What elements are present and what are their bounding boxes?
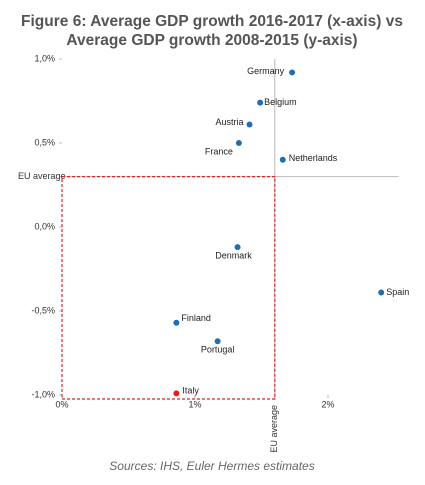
point-label: Belgium bbox=[264, 97, 297, 107]
data-point bbox=[257, 99, 264, 106]
data-point bbox=[214, 338, 221, 345]
data-point bbox=[378, 289, 385, 296]
y-tick-label: -0,5% bbox=[31, 305, 55, 315]
source-note: Sources: IHS, Euler Hermes estimates bbox=[109, 459, 314, 473]
point-label: Denmark bbox=[215, 251, 252, 261]
y-tick-label: 0,0% bbox=[34, 221, 55, 231]
data-point bbox=[234, 244, 241, 251]
data-point bbox=[173, 390, 180, 397]
y-tick-label: 0,5% bbox=[34, 137, 55, 147]
x-tick-label: 0% bbox=[55, 399, 68, 409]
eu-average-y-label: EU average bbox=[18, 171, 66, 181]
eu-average-x-label: EU average bbox=[269, 405, 279, 453]
point-label: Portugal bbox=[201, 345, 235, 355]
below-average-box bbox=[61, 176, 276, 400]
y-tick-label: 1,0% bbox=[34, 53, 55, 63]
x-tick-label: 1% bbox=[188, 399, 201, 409]
data-point bbox=[173, 319, 180, 326]
data-point bbox=[279, 156, 286, 163]
y-tick-label: -1,0% bbox=[31, 389, 55, 399]
data-point bbox=[246, 121, 253, 128]
chart-title: Average GDP growth 2008-2015 (y-axis) bbox=[66, 32, 357, 49]
data-point bbox=[289, 69, 296, 76]
data-point bbox=[235, 140, 242, 146]
point-label: Netherlands bbox=[289, 153, 338, 163]
x-tick-label: 2% bbox=[321, 399, 334, 409]
point-label: Finland bbox=[181, 313, 211, 323]
point-label: Germany bbox=[247, 66, 285, 76]
point-label: Italy bbox=[182, 386, 199, 396]
chart-title: Figure 6: Average GDP growth 2016-2017 (… bbox=[21, 13, 403, 30]
point-label: France bbox=[205, 146, 233, 156]
point-label: Spain bbox=[386, 287, 409, 297]
point-label: Austria bbox=[216, 117, 244, 127]
